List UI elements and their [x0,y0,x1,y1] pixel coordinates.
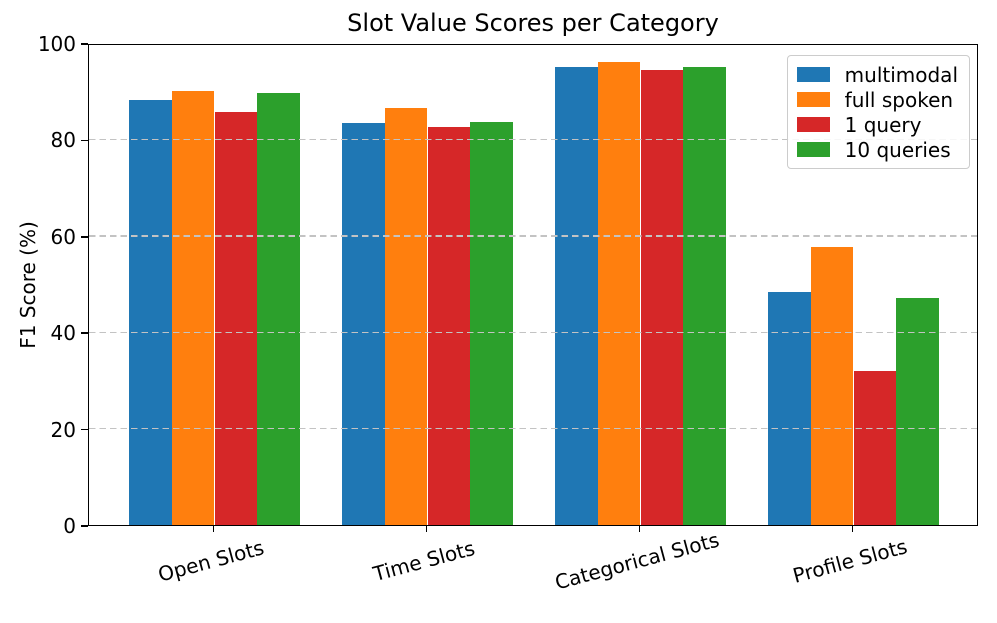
legend-swatch-icon [796,67,830,82]
y-tick-60 [81,236,88,238]
y-tick-label-20: 20 [50,417,76,442]
legend-item-multimodal: multimodal [796,62,958,87]
legend-label: full spoken [844,87,954,112]
legend-item-10-queries: 10 queries [796,137,958,162]
x-tick-1 [425,526,428,532]
bar-multimodal-2 [555,67,598,525]
legend-label: 10 queries [844,137,951,162]
y-tick-label-40: 40 [50,321,76,346]
bar-10-queries-1 [470,121,513,525]
y-tick-label-0: 0 [63,514,76,538]
y-tick-label-80: 80 [50,128,76,153]
x-tick-label-0: Open Slots [154,535,267,587]
x-tick-label-1: Time Slots [370,535,477,587]
y-tick-label-100: 100 [37,32,76,56]
bar-10-queries-0 [257,92,300,525]
x-tick-2 [638,526,641,532]
bar-10-queries-2 [683,66,726,525]
y-tick-label-60: 60 [50,224,76,249]
legend-item-full-spoken: full spoken [796,87,958,112]
legend: multimodal full spoken 1 query 10 queries [786,55,970,169]
y-tick-80 [81,139,88,142]
bar-multimodal-0 [129,100,172,525]
plot-area: multimodal full spoken 1 query 10 queries [88,44,978,526]
bar-full-spoken-3 [810,246,854,525]
x-tick-label-2: Categorical Slots [551,527,722,595]
bar-10-queries-3 [896,297,939,525]
y-tick-40 [81,332,88,334]
bar-1-query-2 [640,70,684,525]
x-tick-0 [212,526,215,532]
x-tick-label-3: Profile Slots [789,534,910,588]
bar-full-spoken-1 [384,107,428,525]
bar-1-query-3 [853,370,897,525]
bar-full-spoken-0 [171,90,215,525]
bar-full-spoken-2 [597,62,641,525]
x-tick-3 [851,526,854,532]
bar-multimodal-3 [768,291,811,525]
bar-1-query-1 [427,126,471,525]
legend-label: 1 query [844,112,922,137]
bar-1-query-0 [214,112,258,525]
y-tick-0 [81,525,88,527]
legend-item-1-query: 1 query [796,112,958,137]
legend-swatch-icon [796,117,830,132]
chart-title: Slot Value Scores per Category [347,9,719,37]
legend-swatch-icon [796,142,830,157]
y-tick-20 [81,428,88,431]
legend-swatch-icon [796,92,830,107]
legend-label: multimodal [844,62,958,87]
bar-multimodal-1 [342,123,385,525]
y-tick-100 [81,43,88,45]
